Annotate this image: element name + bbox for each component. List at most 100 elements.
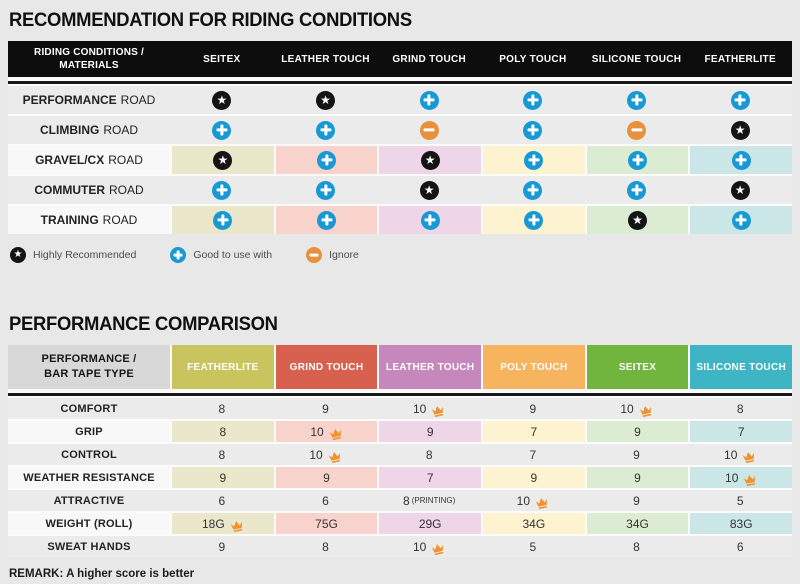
score-value: 10 xyxy=(413,539,427,554)
riding-table-columns: SEITEX LEATHER TOUCH GRIND TOUCH POLY TOUCH… xyxy=(170,41,792,77)
score-cell: 8 (PRINTING) xyxy=(377,490,481,511)
score-cell: 6 xyxy=(688,536,792,557)
crown-icon xyxy=(534,495,550,510)
recommendation-cell xyxy=(481,146,585,174)
crown-icon xyxy=(328,426,344,441)
recommendation-cell xyxy=(377,206,482,234)
score-cell: 10 xyxy=(688,444,792,465)
recommendation-cell: ★ xyxy=(377,146,482,174)
score-cell: 10 xyxy=(377,398,481,419)
legend: ★ Highly Recommended Good to use with Ignor… xyxy=(10,247,792,263)
score-value: 8 xyxy=(403,493,410,508)
score-value: 9 xyxy=(530,470,538,485)
performance-row-control: CONTROL 8 10 8 7 9 10 xyxy=(8,444,792,465)
score-value: 9 xyxy=(322,401,329,416)
plus-icon xyxy=(524,210,544,230)
recommendation-cell: ★ xyxy=(377,176,481,204)
recommendation-cell xyxy=(274,116,378,144)
minus-icon xyxy=(627,120,647,140)
crown-icon xyxy=(430,541,446,556)
score-cell: 10 xyxy=(377,536,481,557)
column-header-leather-touch: LEATHER TOUCH xyxy=(379,345,482,389)
score-cell: 9 xyxy=(170,536,274,557)
score-cell: 8 xyxy=(274,536,378,557)
score-value: 10 xyxy=(516,493,531,508)
recommendation-cell xyxy=(170,116,274,144)
row-label-suffix: ROAD xyxy=(108,153,143,167)
riding-table-header: RIDING CONDITIONS / MATERIALS SEITEX LEAT… xyxy=(8,41,792,77)
plus-icon xyxy=(212,120,232,140)
score-cell: 8 xyxy=(377,444,481,465)
score-cell: 9 xyxy=(377,421,482,442)
score-value: 9 xyxy=(634,424,641,439)
score-cell: 9 xyxy=(481,467,585,488)
score-value: 7 xyxy=(530,424,538,439)
plus-icon xyxy=(317,210,336,230)
row-label: GRAVEL/CX ROAD xyxy=(8,146,170,174)
corner-line-1: RIDING CONDITIONS / xyxy=(34,47,144,58)
column-header-grind-touch: GRIND TOUCH xyxy=(275,345,378,389)
score-cell: 8 xyxy=(170,398,274,419)
score-value: 9 xyxy=(323,470,330,485)
score-cell: 8 xyxy=(170,421,274,442)
score-note: (PRINTING) xyxy=(411,496,456,505)
plus-icon xyxy=(627,90,647,110)
crown-icon xyxy=(327,449,343,464)
plus-icon xyxy=(523,120,543,140)
plus-icon xyxy=(419,90,439,110)
score-value: 9 xyxy=(219,470,227,485)
score-cell: 9 xyxy=(481,398,585,419)
recommendation-cell xyxy=(585,176,689,204)
score-value: 9 xyxy=(633,447,640,462)
recommendation-cell xyxy=(688,86,792,114)
score-value: 10 xyxy=(413,401,427,416)
score-value: 9 xyxy=(634,470,641,485)
riding-conditions-table: RIDING CONDITIONS / MATERIALS SEITEX LEAT… xyxy=(8,41,793,234)
score-cell: 9 xyxy=(584,467,689,488)
score-cell: 8 xyxy=(585,536,689,557)
plus-icon xyxy=(316,120,335,140)
riding-row-training: TRAINING ROAD ★ xyxy=(8,206,793,234)
corner-line-2: MATERIALS xyxy=(59,60,119,71)
plus-icon xyxy=(523,90,543,110)
score-value: 10 xyxy=(309,447,323,462)
score-cell: 29G xyxy=(377,513,482,534)
score-cell: 8 xyxy=(170,444,274,465)
recommendation-cell xyxy=(481,206,585,234)
score-value: 34G xyxy=(522,516,546,531)
score-value: 83G xyxy=(729,516,753,531)
column-header-seitex: SEITEX xyxy=(203,53,241,65)
legend-item-good-to-use-with: Good to use with xyxy=(170,247,272,263)
recommendation-cell xyxy=(584,146,689,174)
column-header-poly-touch: POLY TOUCH xyxy=(483,345,585,389)
plus-icon xyxy=(731,210,751,230)
performance-row-attractive: ATTRACTIVE 6 6 8 (PRINTING) 10 9 5 xyxy=(8,490,792,511)
score-cell: 6 xyxy=(170,490,274,511)
row-label: SWEAT HANDS xyxy=(47,540,131,553)
recommendation-cell xyxy=(273,146,378,174)
recommendation-cell: ★ xyxy=(170,146,274,174)
plus-icon xyxy=(317,150,336,170)
performance-table-header: PERFORMANCE / BAR TAPE TYPE FEATHERLITE G… xyxy=(8,345,793,389)
score-value: 7 xyxy=(529,447,537,462)
recommendation-cell xyxy=(688,146,793,174)
score-value: 9 xyxy=(529,401,537,416)
row-label: GRIP xyxy=(8,421,170,442)
column-header-featherlite: FEATHERLITE xyxy=(704,53,776,65)
score-value: 18G xyxy=(201,516,225,531)
score-value: 34G xyxy=(626,516,649,531)
row-label: CLIMBING ROAD xyxy=(40,123,138,137)
recommendation-cell xyxy=(273,206,378,234)
legend-item-ignore: Ignore xyxy=(306,247,359,263)
recommendation-cell xyxy=(585,86,689,114)
score-cell: 9 xyxy=(273,467,378,488)
score-cell: 34G xyxy=(481,513,585,534)
row-label-suffix: ROAD xyxy=(109,183,144,197)
score-value: 9 xyxy=(426,424,434,439)
score-cell: 8 xyxy=(688,398,792,419)
riding-row-gravel-cx: GRAVEL/CX ROAD ★ ★ xyxy=(8,146,793,174)
score-cell: 9 xyxy=(585,490,689,511)
score-cell: 18G xyxy=(170,513,274,534)
score-value: 8 xyxy=(218,447,226,462)
column-header-silicone-touch: SILICONE TOUCH xyxy=(591,53,682,65)
